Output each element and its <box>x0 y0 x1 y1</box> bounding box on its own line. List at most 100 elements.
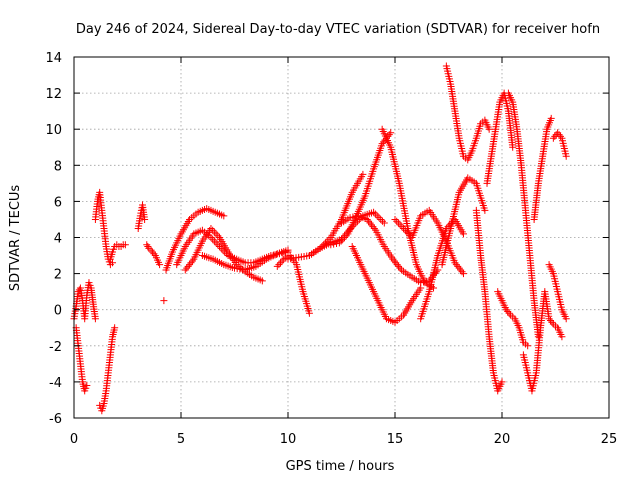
data-point-interp <box>333 240 341 248</box>
data-point-interp <box>401 226 409 234</box>
data-point-interp <box>405 230 413 238</box>
series-arc-early-2 <box>72 324 91 395</box>
data-point-interp <box>214 241 222 249</box>
data-point <box>430 284 438 292</box>
x-tick-labels: 0 5 10 15 20 25 <box>70 432 617 447</box>
data-point <box>160 297 168 305</box>
data-point-interp <box>277 259 285 267</box>
data-point <box>534 333 542 341</box>
data-point-interp <box>373 212 381 220</box>
data-point <box>562 315 570 323</box>
data-point-interp <box>385 131 393 139</box>
data-point-interp <box>455 264 463 272</box>
data-point-interp <box>458 268 466 276</box>
data-point <box>387 129 395 137</box>
series-arc-mid-9 <box>338 212 442 287</box>
data-point <box>327 241 335 249</box>
y-tick-labels: -6 -4 -2 0 2 4 6 8 10 12 14 <box>45 51 62 427</box>
series-arc-late-5 <box>442 62 493 164</box>
data-point-interp <box>210 228 218 236</box>
data-point <box>207 234 215 241</box>
data-point-interp <box>457 266 465 274</box>
data-point <box>524 342 532 350</box>
data-point-interp <box>375 214 383 222</box>
data-point <box>378 140 386 148</box>
data-point-interp <box>371 210 379 218</box>
data-point-interp <box>392 259 400 267</box>
series-arc-late-1 <box>378 125 438 292</box>
data-point-interp <box>379 217 387 225</box>
data-point <box>346 214 354 222</box>
data-point <box>485 125 493 133</box>
data-point-interp <box>365 217 373 225</box>
data-point-interp <box>150 250 158 258</box>
data-point-interp <box>337 237 345 245</box>
data-point-interp <box>504 308 512 316</box>
data-point <box>220 212 228 220</box>
data-point <box>156 261 164 269</box>
series-arc-late-10 <box>519 288 566 395</box>
data-point-interp <box>393 217 401 225</box>
y-tick-label: 4 <box>54 232 62 247</box>
series-arc-early-1 <box>70 279 99 323</box>
data-point <box>370 208 378 216</box>
x-tick-label: 25 <box>601 432 618 447</box>
data-point-interp <box>339 235 347 243</box>
y-tick-label: 2 <box>54 268 62 283</box>
y-tick-label: 12 <box>45 87 62 102</box>
y-tick-label: 10 <box>45 123 62 138</box>
data-point-interp <box>330 240 338 248</box>
data-point-interp <box>186 261 194 269</box>
data-point <box>207 224 215 232</box>
data-point <box>481 206 489 214</box>
y-tick-label: -2 <box>49 340 62 355</box>
x-axis-label: GPS time / hours <box>286 459 395 474</box>
data-point-interp <box>370 224 378 232</box>
data-point-interp <box>555 131 563 139</box>
data-point <box>121 241 129 249</box>
data-point <box>545 315 553 323</box>
y-tick-label: 6 <box>54 195 62 210</box>
series-arc-late-4 <box>438 174 489 269</box>
data-point <box>417 284 425 292</box>
series-arc-mid-5 <box>273 252 313 317</box>
series-arc-late-8 <box>494 288 532 350</box>
data-point-interp <box>394 219 402 227</box>
series-arc-early-5 <box>106 241 129 263</box>
data-point <box>109 259 117 267</box>
data-point <box>91 315 99 323</box>
data-point <box>363 215 371 223</box>
x-tick-label: 10 <box>280 432 297 447</box>
series-arc-late-11 <box>530 114 555 223</box>
data-point <box>258 277 266 285</box>
data-point-interp <box>548 318 556 326</box>
data-point-interp <box>395 262 403 270</box>
data-point-interp <box>340 234 348 241</box>
data-point-interp <box>369 223 377 231</box>
data-point <box>451 259 459 267</box>
y-tick-label: -4 <box>49 376 62 391</box>
data-point-interp <box>377 215 385 223</box>
data-point-interp <box>505 309 513 317</box>
y-tick-label: 0 <box>54 304 62 319</box>
data-point <box>181 266 189 274</box>
data-point-interp <box>454 262 462 270</box>
data-point-interp <box>214 232 222 240</box>
data-point-interp <box>349 213 357 221</box>
series-arc-late-7 <box>483 89 517 187</box>
series-arc-late-6 <box>472 206 506 395</box>
data-point <box>400 224 408 232</box>
y-tick-label: -6 <box>49 412 62 427</box>
data-point-interp <box>209 226 217 234</box>
data-point <box>547 114 555 122</box>
data-point-interp <box>396 221 404 229</box>
series-arc-mid-3 <box>181 224 266 285</box>
data-point-interp <box>390 257 398 265</box>
data-point <box>141 215 149 223</box>
series-arc-early-3 <box>91 188 117 269</box>
y-axis-label: SDTVAR / TECUs <box>8 185 23 292</box>
data-point-interp <box>547 317 555 325</box>
data-point-interp <box>431 270 439 278</box>
data-point <box>502 306 510 314</box>
y-tick-label: 14 <box>45 51 62 66</box>
